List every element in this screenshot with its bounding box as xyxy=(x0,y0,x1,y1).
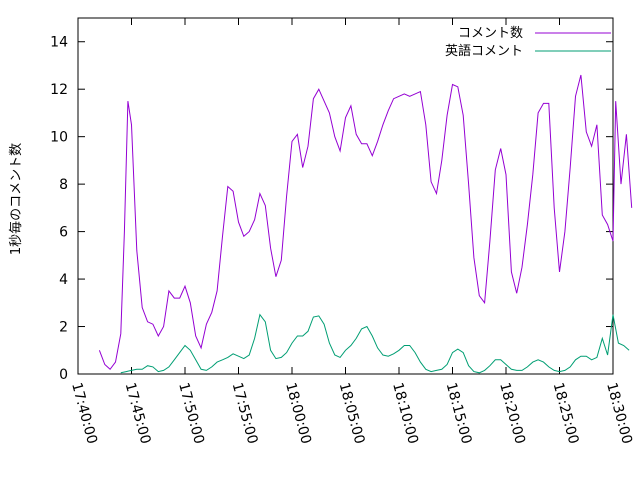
x-tick-label: 17:50:00 xyxy=(175,381,207,446)
series-line-1 xyxy=(98,74,633,371)
series-lines xyxy=(98,74,633,374)
legend-label: 英語コメント xyxy=(445,43,523,59)
y-tick-label: 12 xyxy=(50,82,68,98)
x-tick-label: 18:20:00 xyxy=(496,381,528,446)
plot-border xyxy=(77,17,614,375)
legend-label: コメント数 xyxy=(458,26,523,41)
y-tick-label: 0 xyxy=(59,367,68,383)
y-tick-label: 8 xyxy=(59,177,68,193)
x-tick-label: 18:10:00 xyxy=(389,381,421,446)
x-tick-label: 18:15:00 xyxy=(443,381,475,446)
x-tick-label: 18:00:00 xyxy=(282,381,314,446)
x-tick-label: 17:40:00 xyxy=(68,381,100,446)
x-axis: 17:40:00 17:45:00 17:50:00 17:55:00 18:00:00… xyxy=(68,18,635,446)
y-tick-label: 14 xyxy=(50,35,68,51)
x-tick-label: 18:30:00 xyxy=(603,381,635,446)
series-line-2 xyxy=(120,313,630,374)
x-tick-label: 17:45:00 xyxy=(122,381,154,446)
plot-area xyxy=(77,17,614,375)
y-axis: 0 2 4 6 8 10 12 14 xyxy=(50,35,613,383)
y-tick-label: 2 xyxy=(59,320,68,336)
x-tick-label: 18:25:00 xyxy=(550,381,582,446)
x-tick-label: 17:55:00 xyxy=(229,381,261,446)
y-tick-label: 10 xyxy=(50,130,68,146)
y-axis-title: 1秒毎のコメント数 xyxy=(8,143,24,255)
y-tick-label: 6 xyxy=(59,225,68,241)
y-tick-label: 4 xyxy=(59,272,68,288)
x-tick-label: 18:05:00 xyxy=(336,381,368,446)
